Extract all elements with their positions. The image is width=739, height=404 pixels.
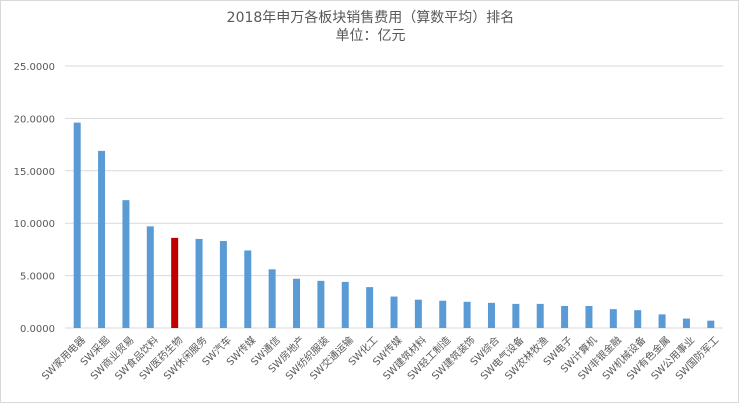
y-tick-label: 20.0000 xyxy=(14,114,55,125)
bar xyxy=(561,305,569,328)
y-tick-label: 10.0000 xyxy=(14,219,55,230)
bar-highlighted xyxy=(171,237,179,328)
bar xyxy=(487,302,495,328)
bar xyxy=(658,314,666,328)
bar xyxy=(293,278,301,328)
grid-layer xyxy=(65,65,723,329)
bar-layer xyxy=(73,122,715,328)
bar xyxy=(317,280,325,328)
bar xyxy=(634,310,642,328)
bar xyxy=(73,122,81,328)
bar xyxy=(366,287,374,328)
chart-title-block: 2018年申万各板块销售费用（算数平均）排名 单位：亿元 xyxy=(1,9,739,45)
y-tick-label: 25.0000 xyxy=(14,62,55,73)
bar xyxy=(341,281,349,328)
bar xyxy=(536,303,544,328)
y-tick-label: 15.0000 xyxy=(14,167,55,178)
y-tick-label: 5.0000 xyxy=(20,272,55,283)
chart-title: 2018年申万各板块销售费用（算数平均）排名 xyxy=(226,10,515,26)
bar xyxy=(390,296,398,328)
bar xyxy=(463,301,471,328)
bar xyxy=(707,320,715,328)
y-axis-ticks: 0.0000 5.0000 10.0000 15.0000 20.0000 25.0000 xyxy=(14,62,55,335)
bar xyxy=(609,309,617,328)
bar xyxy=(585,305,593,328)
y-tick-label: 0.0000 xyxy=(20,324,55,335)
bar xyxy=(195,238,203,328)
bar xyxy=(244,250,252,328)
bar xyxy=(146,226,154,328)
bar xyxy=(682,318,690,328)
chart-subtitle: 单位：亿元 xyxy=(335,28,406,44)
x-axis-labels: SW家用电器SW采掘SW商业贸易SW食品饮料SW医药生物SW休闲服务SW汽车SW… xyxy=(39,333,722,382)
bar xyxy=(439,300,447,328)
bar xyxy=(414,299,422,328)
bar xyxy=(512,303,520,328)
bar xyxy=(268,269,276,328)
bar xyxy=(219,241,227,328)
bar xyxy=(98,150,106,328)
bar xyxy=(122,200,130,328)
